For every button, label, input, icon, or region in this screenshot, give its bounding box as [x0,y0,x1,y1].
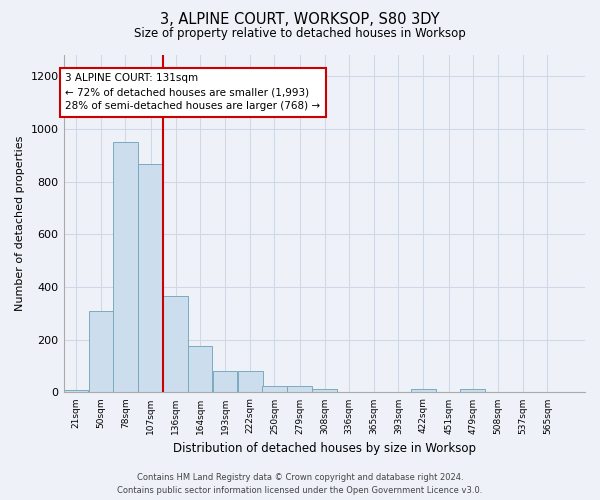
Bar [163,296,188,392]
Bar [213,372,238,392]
Text: 3, ALPINE COURT, WORKSOP, S80 3DY: 3, ALPINE COURT, WORKSOP, S80 3DY [160,12,440,28]
Text: Contains HM Land Registry data © Crown copyright and database right 2024.
Contai: Contains HM Land Registry data © Crown c… [118,474,482,495]
X-axis label: Distribution of detached houses by size in Worksop: Distribution of detached houses by size … [173,442,476,455]
Bar [89,310,113,392]
Bar [460,390,485,392]
Text: 3 ALPINE COURT: 131sqm
← 72% of detached houses are smaller (1,993)
28% of semi-: 3 ALPINE COURT: 131sqm ← 72% of detached… [65,74,320,112]
Bar [64,390,88,392]
Y-axis label: Number of detached properties: Number of detached properties [15,136,25,312]
Bar [113,142,138,393]
Bar [411,390,436,392]
Bar [138,164,163,392]
Bar [238,372,263,392]
Bar [313,390,337,392]
Bar [287,386,312,392]
Bar [188,346,212,393]
Text: Size of property relative to detached houses in Worksop: Size of property relative to detached ho… [134,28,466,40]
Bar [262,386,287,392]
